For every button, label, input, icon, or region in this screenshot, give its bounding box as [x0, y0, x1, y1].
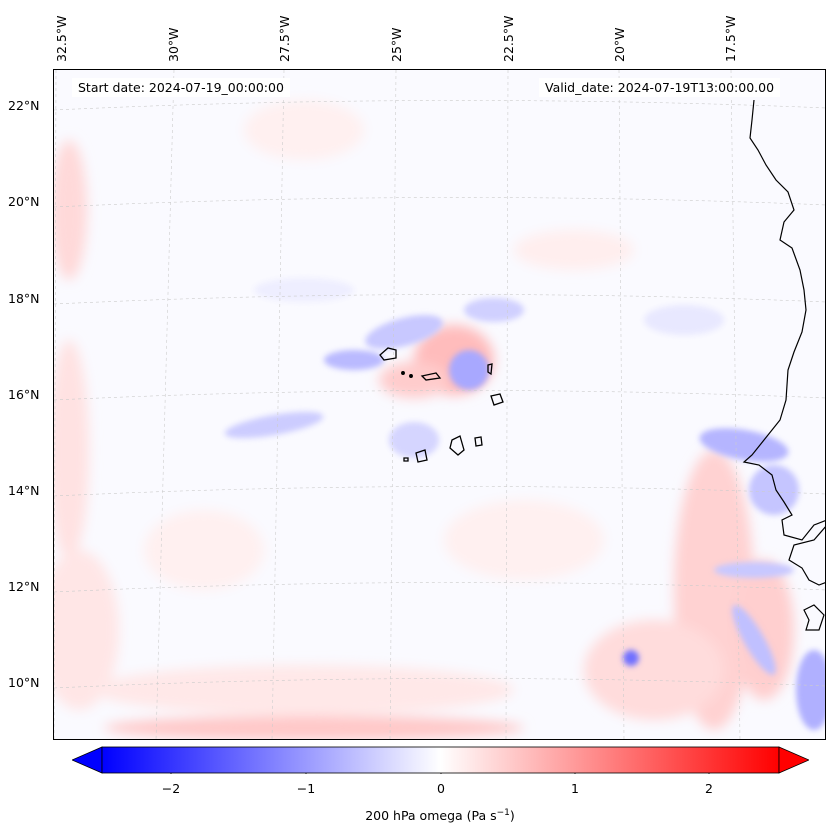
- lon-label-25w: 25°W: [389, 27, 404, 62]
- graticule: [54, 70, 825, 739]
- colorbar: [72, 746, 809, 774]
- lon-label-32-5w: 32.5°W: [54, 15, 69, 62]
- colorbar-label: 200 hPa omega (Pa s−1): [365, 808, 515, 824]
- negative-omega-areas: [224, 278, 825, 730]
- colorbar-gradient: [101, 746, 780, 774]
- colorbar-tick-1: 1: [571, 781, 579, 796]
- lat-label-18n: 18°N: [8, 291, 40, 306]
- lon-label-20w: 20°W: [612, 27, 627, 62]
- omega-field-map: [54, 70, 825, 739]
- lon-label-22-5w: 22.5°W: [501, 15, 516, 62]
- colorbar-tick-neg1: −1: [296, 781, 316, 796]
- lon-label-17-5w: 17.5°W: [723, 15, 738, 62]
- colorbar-max-extend: [778, 746, 809, 774]
- colorbar-tick-0: 0: [437, 781, 445, 796]
- positive-omega-areas: [54, 100, 794, 739]
- colorbar-tick-2: 2: [705, 781, 713, 796]
- lon-label-30w: 30°W: [166, 27, 181, 62]
- lat-label-20n: 20°N: [8, 194, 40, 209]
- colorbar-min-extend: [72, 746, 103, 774]
- colorbar-tick-neg2: −2: [161, 781, 181, 796]
- lat-label-12n: 12°N: [8, 579, 40, 594]
- valid-date-label: Valid_date: 2024-07-19T13:00:00.00: [539, 78, 781, 97]
- start-date-label: Start date: 2024-07-19_00:00:00: [72, 78, 290, 97]
- lat-label-16n: 16°N: [8, 387, 40, 402]
- lat-label-22n: 22°N: [8, 98, 40, 113]
- lat-label-14n: 14°N: [8, 483, 40, 498]
- map-panel[interactable]: Start date: 2024-07-19_00:00:00 Valid_da…: [53, 69, 826, 740]
- guinea-coastline: [788, 526, 825, 631]
- lat-label-10n: 10°N: [8, 675, 40, 690]
- cape-verde-islands: [379, 347, 504, 463]
- lon-label-27-5w: 27.5°W: [277, 15, 292, 62]
- africa-coastline: [742, 99, 825, 541]
